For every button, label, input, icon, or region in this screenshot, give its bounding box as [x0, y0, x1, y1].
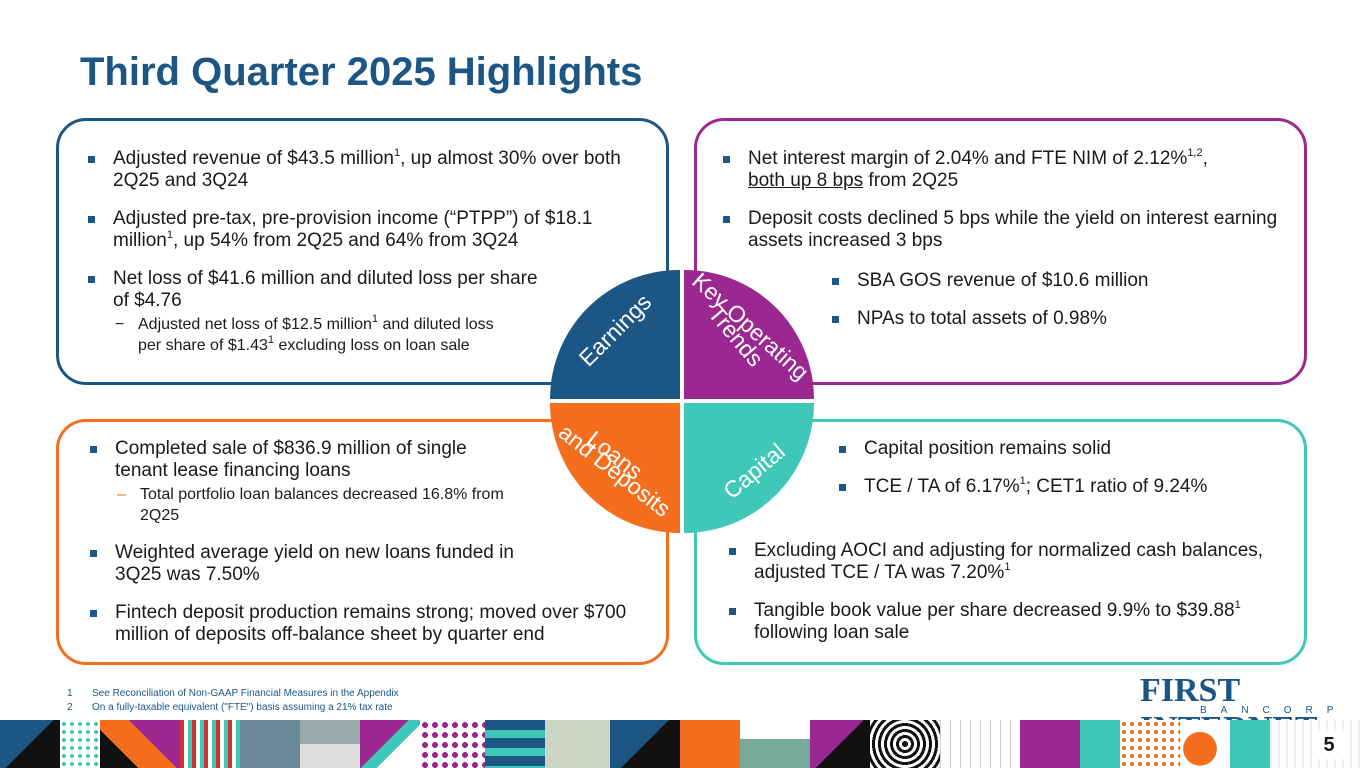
list-item: Tangible book value per share decreased …: [729, 599, 1289, 644]
decorative-tile: [0, 720, 60, 768]
decorative-tile: [680, 720, 740, 768]
decorative-tile: [1120, 720, 1180, 768]
list-item: Completed sale of $836.9 million of sing…: [90, 438, 520, 526]
capital-panel: [694, 419, 1307, 665]
list-item: NPAs to total assets of 0.98%: [832, 308, 1292, 330]
list-item: Adjusted revenue of $43.5 million1, up a…: [88, 147, 648, 192]
decorative-tile: [610, 720, 680, 768]
capital-bullets-2: Excluding AOCI and adjusting for normali…: [729, 540, 1289, 660]
sub-list-item: Total portfolio loan balances decreased …: [115, 484, 525, 526]
decorative-image-strip: [0, 720, 1365, 768]
list-item: Weighted average yield on new loans fund…: [90, 542, 550, 586]
sub-list-item: Adjusted net loss of $12.5 million1 and …: [113, 313, 513, 356]
list-item: Fintech deposit production remains stron…: [90, 602, 650, 646]
list-item: Net loss of $41.6 million and diluted lo…: [88, 268, 538, 356]
footnotes: 1 See Reconciliation of Non-GAAP Financia…: [67, 687, 399, 715]
earnings-panel: [56, 118, 669, 385]
sub-list: Total portfolio loan balances decreased …: [115, 484, 525, 526]
company-logo: FIRST INTERNET BANCORP: [1140, 672, 1350, 747]
decorative-tile: [1020, 720, 1080, 768]
list-item: Adjusted pre-tax, pre-provision income (…: [88, 208, 648, 252]
page-number: 5: [1314, 731, 1344, 759]
decorative-tile: [545, 720, 610, 768]
decorative-tile: [180, 720, 240, 768]
list-item: Capital position remains solid: [839, 438, 1289, 460]
key-trends-bullets: Net interest margin of 2.04% and FTE NIM…: [723, 147, 1293, 268]
capital-bullets: Capital position remains solid TCE / TA …: [839, 438, 1289, 514]
list-item: TCE / TA of 6.17%1; CET1 ratio of 9.24%: [839, 475, 1289, 498]
decorative-tile: [1230, 720, 1270, 768]
earnings-bullets: Adjusted revenue of $43.5 million1, up a…: [88, 147, 648, 372]
sub-list: Adjusted net loss of $12.5 million1 and …: [113, 313, 513, 356]
list-item: Deposit costs declined 5 bps while the y…: [723, 208, 1293, 252]
page-title: Third Quarter 2025 Highlights: [80, 50, 643, 94]
decorative-tile: [485, 720, 545, 768]
list-item: SBA GOS revenue of $10.6 million: [832, 270, 1292, 292]
footnote: 1 See Reconciliation of Non-GAAP Financia…: [67, 688, 399, 699]
decorative-tile: [870, 720, 940, 768]
decorative-tile: [100, 720, 180, 768]
decorative-tile: [60, 720, 100, 768]
decorative-tile: [1080, 720, 1120, 768]
decorative-tile: [420, 720, 485, 768]
logo-subtitle: BANCORP: [1200, 705, 1348, 716]
loans-panel: [56, 419, 669, 665]
decorative-tile: [940, 720, 1020, 768]
decorative-tile: [240, 720, 300, 768]
key-trends-bullets-2: SBA GOS revenue of $10.6 million NPAs to…: [832, 270, 1292, 346]
decorative-tile: [740, 720, 810, 768]
loans-bullets: Completed sale of $836.9 million of sing…: [90, 438, 650, 662]
decorative-tile: [1180, 720, 1230, 768]
key-trends-panel: [694, 118, 1307, 385]
footnote: 2 On a fully-taxable equivalent ("FTE") b…: [67, 702, 393, 713]
list-item: Net interest margin of 2.04% and FTE NIM…: [723, 147, 1293, 192]
decorative-tile: [360, 720, 420, 768]
decorative-tile: [810, 720, 870, 768]
list-item: Excluding AOCI and adjusting for normali…: [729, 540, 1289, 584]
decorative-tile: [300, 720, 360, 768]
